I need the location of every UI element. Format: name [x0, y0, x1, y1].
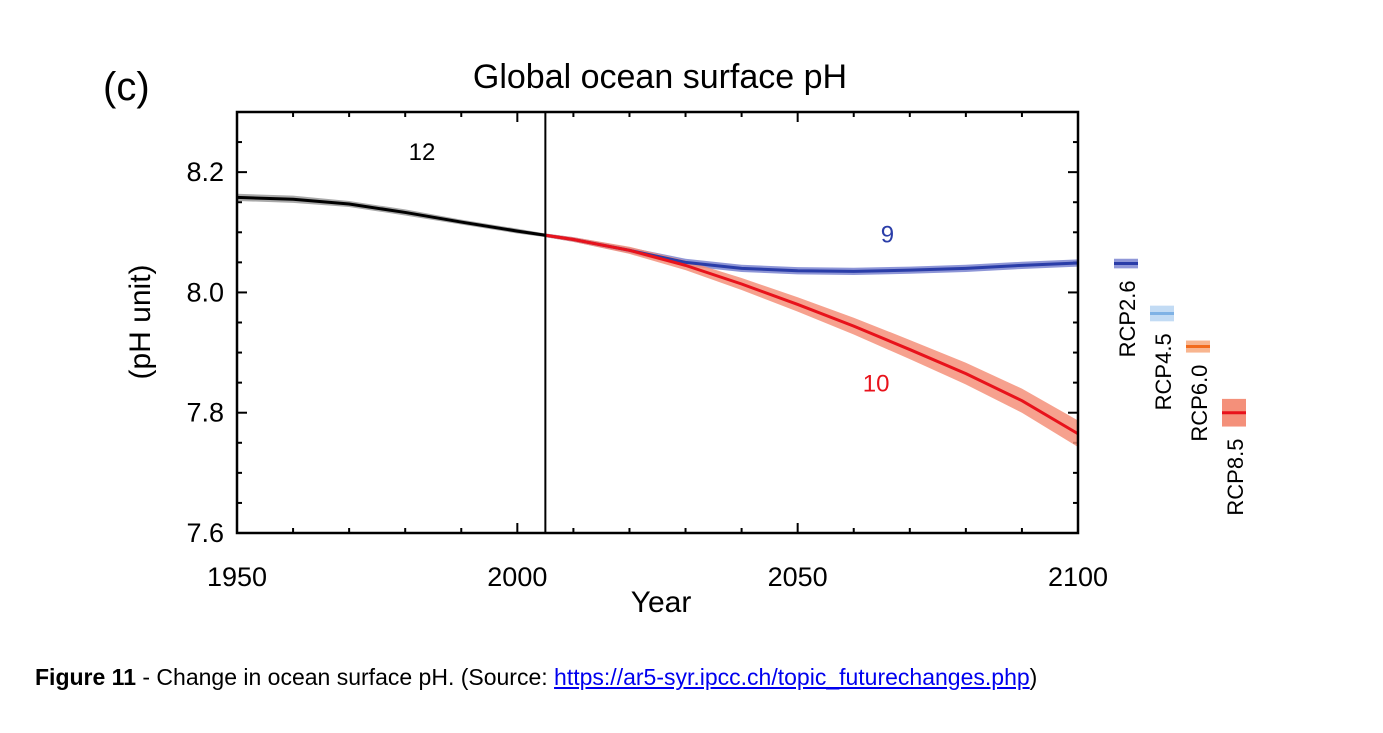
caption-label: Figure 11 — [35, 664, 136, 690]
y-axis-label: (pH unit) — [124, 264, 157, 379]
historical-line — [236, 195, 546, 237]
source-link[interactable]: https://ar5-syr.ipcc.ch/topic_futurechan… — [554, 664, 1030, 690]
x-tick-label: 2000 — [487, 562, 547, 592]
rcp26-band — [545, 233, 1078, 275]
legend-label: RCP2.6 — [1115, 280, 1140, 357]
rcp85-line — [545, 233, 1079, 436]
plot-frame — [235, 110, 1080, 535]
y-tick-label: 8.0 — [186, 277, 224, 307]
legend-label: RCP8.5 — [1223, 439, 1248, 516]
figure-caption: Figure 11 - Change in ocean surface pH. … — [35, 664, 1037, 691]
y-tick-label: 8.2 — [186, 157, 224, 187]
historical-model-count: 12 — [409, 139, 436, 166]
rcp26-model-count: 9 — [881, 222, 894, 249]
panel-label: (c) — [103, 65, 150, 109]
x-tick-label: 2050 — [768, 562, 828, 592]
rcp85-model-count: 10 — [863, 371, 890, 398]
x-tick-label: 1950 — [207, 562, 267, 592]
caption-close: ) — [1029, 664, 1038, 690]
caption-text: - Change in ocean surface pH. (Source: — [135, 664, 555, 690]
y-tick-label: 7.6 — [186, 518, 224, 548]
x-tick-label: 2100 — [1048, 562, 1108, 592]
x-axis-label: Year — [631, 586, 692, 619]
legend-label: RCP6.0 — [1187, 365, 1212, 442]
rcp26-line — [545, 233, 1079, 273]
legend-label: RCP4.5 — [1151, 333, 1176, 410]
chart-title: Global ocean surface pH — [473, 58, 847, 96]
y-tick-label: 7.8 — [186, 398, 224, 428]
